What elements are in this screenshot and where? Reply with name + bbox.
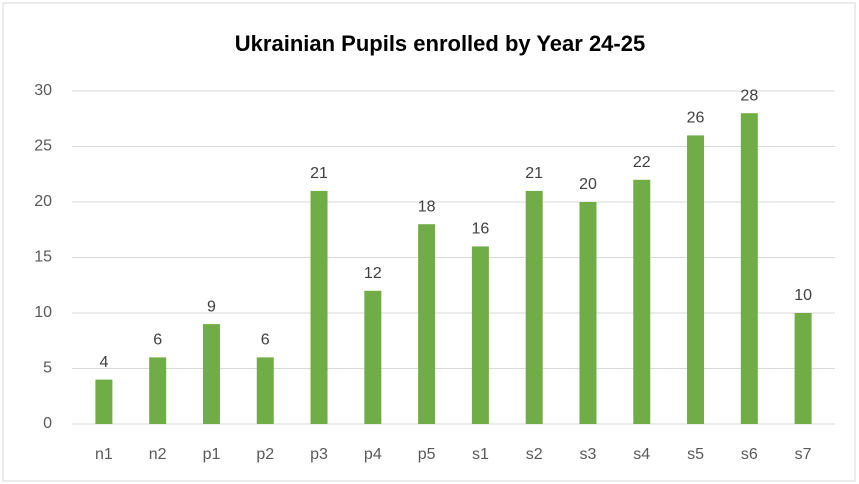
y-tick-label: 10 [34, 304, 52, 321]
data-label: 4 [99, 354, 108, 371]
bar [794, 313, 812, 424]
bar [418, 224, 436, 424]
data-label: 10 [794, 287, 812, 304]
bar [471, 246, 489, 424]
bar [95, 379, 113, 424]
x-tick-label: p2 [256, 446, 274, 463]
bar [310, 190, 328, 424]
y-tick-label: 5 [43, 360, 52, 377]
bar [525, 190, 543, 424]
data-label: 16 [471, 221, 489, 238]
data-label: 28 [740, 87, 758, 104]
bar [364, 290, 382, 424]
x-tick-label: s4 [633, 446, 650, 463]
data-label: 22 [633, 154, 651, 171]
x-tick-label: n1 [95, 446, 113, 463]
y-tick-label: 0 [43, 415, 52, 432]
data-label: 12 [364, 265, 382, 282]
bar [740, 113, 758, 424]
x-tick-label: s2 [526, 446, 543, 463]
bar [256, 357, 274, 424]
y-tick-label: 30 [34, 82, 52, 99]
chart-title: Ukrainian Pupils enrolled by Year 24-25 [235, 31, 645, 56]
data-label: 26 [687, 110, 705, 127]
x-tick-label: p3 [310, 446, 328, 463]
x-tick-label: s3 [580, 446, 597, 463]
y-tick-label: 25 [34, 138, 52, 155]
x-tick-label: p5 [418, 446, 436, 463]
x-tick-label: s1 [472, 446, 489, 463]
data-label: 18 [418, 198, 436, 215]
bar [149, 357, 167, 424]
data-label: 21 [310, 165, 328, 182]
y-tick-label: 20 [34, 193, 52, 210]
data-label: 6 [261, 332, 270, 349]
x-tick-label: n2 [149, 446, 167, 463]
x-tick-label: s7 [795, 446, 812, 463]
x-tick-label: s5 [687, 446, 704, 463]
y-tick-label: 15 [34, 249, 52, 266]
x-tick-label: p1 [203, 446, 221, 463]
x-tick-label: s6 [741, 446, 758, 463]
bar [633, 179, 651, 424]
bar [202, 324, 220, 424]
data-label: 9 [207, 298, 216, 315]
bar [579, 202, 597, 424]
data-label: 6 [153, 332, 162, 349]
data-label: 21 [525, 165, 543, 182]
data-label: 20 [579, 176, 597, 193]
bar [687, 135, 705, 424]
x-tick-label: p4 [364, 446, 382, 463]
